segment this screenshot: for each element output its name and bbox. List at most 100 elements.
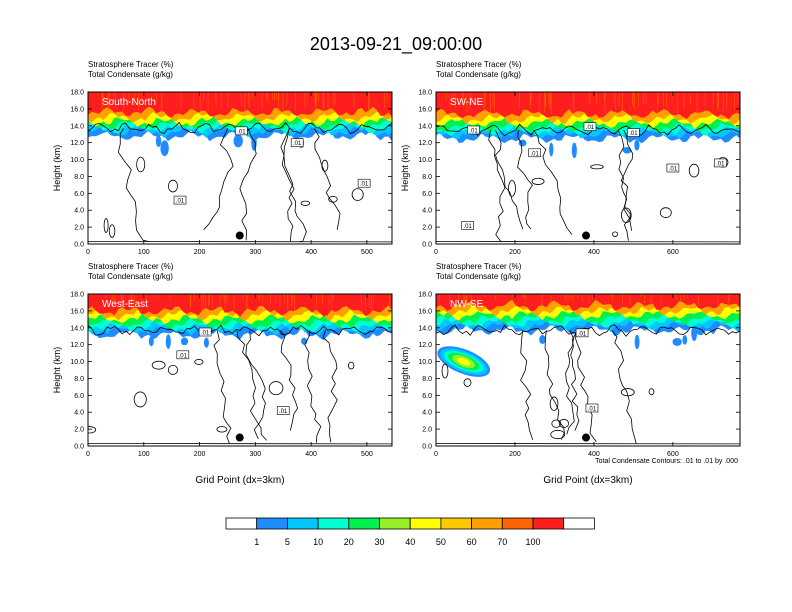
y-tick-label: 18.0 [70,90,84,97]
svg-text:.01: .01 [716,161,725,167]
condensate-contours [436,324,740,445]
location-marker [582,433,591,442]
x-tick-label: 0 [434,249,438,256]
panel-west-east: Stratosphere Tracer (%)Total Condensate … [52,262,393,486]
y-tick-label: 2.0 [74,427,84,434]
y-tick-label: 6.0 [74,393,84,400]
y-tick-label: 2.0 [422,225,432,232]
contour-label: .01 [290,138,304,147]
panel-header-condensate: Total Condensate (g/kg) [88,70,173,79]
colorbar-label: 60 [467,537,477,547]
y-tick-label: 0.0 [422,444,432,451]
x-tick-label: 0 [434,451,438,458]
x-tick-label: 200 [509,451,521,458]
panel-header-tracer: Stratosphere Tracer (%) [436,60,522,69]
tracer-bands [88,294,392,349]
y-axis: 0.0 2.0 4.0 6.0 8.0 10.0 12.0 14.0 16.0 18.0 Heigh… [52,90,392,249]
plot-area: .01 .01 [436,294,740,446]
svg-text:.01: .01 [293,141,302,147]
colorbar-swatch [563,517,595,530]
colorbar-label: 20 [344,537,354,547]
figure-title: 2013-09-21_09:00:00 [310,34,482,55]
contour-label: .01 [357,178,371,188]
y-tick-label: 16.0 [70,308,84,315]
y-tick-label: 12.0 [418,342,432,349]
x-tick-label: 400 [305,451,317,458]
contour-label: .01 [461,221,474,230]
colorbar: 1 5 10 20 30 40 50 60 70 100 [225,517,595,547]
x-tick-label: 600 [667,451,679,458]
colorbar-swatch [256,517,288,530]
colorbar-label: 50 [436,537,446,547]
y-tick-label: 6.0 [422,191,432,198]
x-tick-label: 400 [305,249,317,256]
colorbar-label: 10 [313,537,323,547]
colorbar-label: 30 [374,537,384,547]
panel-header-tracer: Stratosphere Tracer (%) [88,60,174,69]
x-tick-label: 500 [361,451,373,458]
svg-text:.01: .01 [578,331,587,337]
y-tick-label: 14.0 [418,325,432,332]
condensate-contours [88,324,392,445]
x-tick-label: 0 [86,451,90,458]
colorbar-label: 1 [254,537,259,547]
y-tick-label: 2.0 [422,427,432,434]
y-axis-label: Height (km) [400,347,410,394]
location-marker [235,231,244,240]
contour-footnote: Total Condensate Contours: .01 to .01 by… [595,458,738,465]
panel-name: West-East [102,299,148,310]
y-tick-label: 4.0 [422,208,432,215]
colorbar-swatch [348,517,380,530]
tracer-intrusion-blob [437,346,491,377]
tracer-bands [436,92,740,159]
y-axis: 0.0 2.0 4.0 6.0 8.0 10.0 12.0 14.0 16.0 18.0 Heigh… [400,90,740,249]
y-axis: 0.0 2.0 4.0 6.0 8.0 10.0 12.0 14.0 16.0 18.0 Heigh… [52,292,392,451]
x-tick-label: 500 [361,249,373,256]
y-tick-label: 16.0 [70,106,84,113]
svg-text:.01: .01 [469,129,478,135]
y-axis: 0.0 2.0 4.0 6.0 8.0 10.0 12.0 14.0 16.0 18.0 Heigh… [400,292,740,451]
y-tick-label: 6.0 [422,393,432,400]
x-axis-label: Grid Point (dx=3km) [195,475,284,486]
colorbar-swatch [440,517,472,530]
y-tick-label: 8.0 [74,174,84,181]
svg-text:.01: .01 [586,125,595,131]
colorbar-label: 40 [405,537,415,547]
contour-label: .01 [276,406,290,415]
condensate-contours [436,123,740,243]
colorbar-swatch [317,517,350,530]
svg-text:.01: .01 [176,199,185,205]
x-axis: 0 100 200 300 400 500 [86,92,373,256]
x-tick-label: 200 [194,451,206,458]
contour-label: .01 [198,327,212,337]
plot-frame [87,293,393,447]
svg-text:.01: .01 [629,131,638,137]
colorbar-swatch [501,517,534,530]
panel-header-condensate: Total Condensate (g/kg) [436,272,521,281]
x-tick-label: 300 [249,249,261,256]
x-tick-label: 0 [86,249,90,256]
colorbar-label: 70 [497,537,507,547]
plot-area: .01 .01 .01 .01 [88,92,392,244]
y-tick-label: 10.0 [418,359,432,366]
y-tick-label: 16.0 [418,106,432,113]
contour-label: .01 [528,148,542,157]
panel-south-north: Stratosphere Tracer (%)Total Condensate … [52,60,393,256]
y-tick-label: 4.0 [74,410,84,417]
x-tick-label: 200 [509,249,521,256]
svg-text:.01: .01 [237,129,246,135]
svg-text:.01: .01 [531,151,540,157]
y-axis-label: Height (km) [52,347,62,394]
x-axis-label: Grid Point (dx=3km) [543,475,632,486]
contour-label: .01 [467,125,480,135]
contour-label: .01 [666,163,680,173]
panel-name: SW-NE [450,97,483,108]
x-tick-label: 300 [249,451,261,458]
y-tick-label: 4.0 [74,208,84,215]
colorbar-label: 5 [285,537,290,547]
svg-text:.01: .01 [463,224,472,230]
y-tick-label: 10.0 [70,359,84,366]
colorbar-swatch [286,517,319,530]
y-tick-label: 18.0 [70,292,84,299]
